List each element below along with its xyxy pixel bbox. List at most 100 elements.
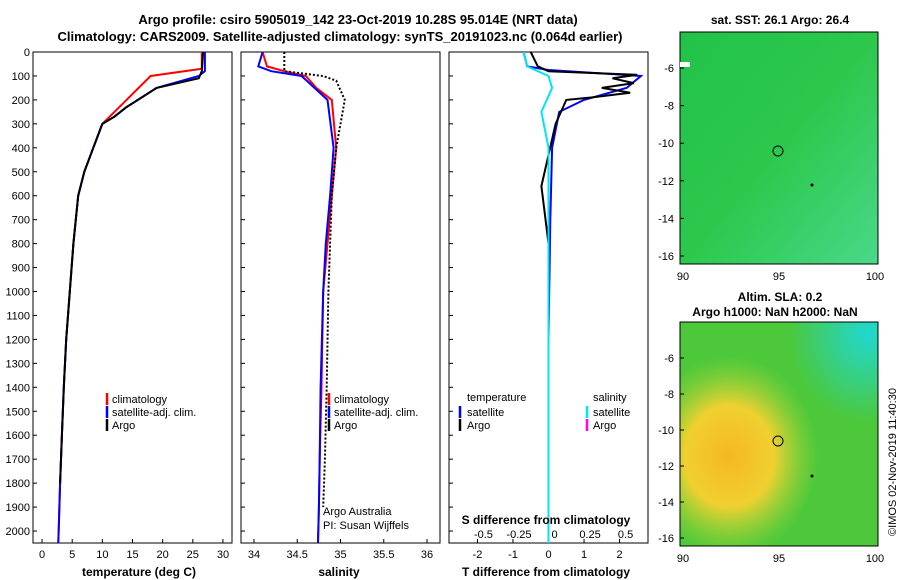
depth-tick-label: 500 [12, 167, 30, 179]
x-tick-label: 35 [334, 549, 346, 561]
depth-tick-label: 1800 [6, 478, 30, 490]
sdiff-tick-label: -0.25 [506, 529, 531, 541]
sdiff-tick-label: 0.25 [579, 529, 600, 541]
footer-timestamp: ©IMOS 02-Nov-2019 11:40:30 [887, 388, 899, 536]
sla-map-title1: Altim. SLA: 0.2 [738, 290, 823, 304]
series-satellite-adj-clim- [57, 52, 206, 544]
series-climatology [261, 51, 338, 544]
legend-argo: Argo [112, 420, 135, 432]
depth-tick-label: 1500 [6, 406, 30, 418]
map-y-tick-label: -16 [658, 533, 674, 545]
map-y-tick-label: -6 [664, 63, 674, 75]
map-y-tick-label: -10 [658, 425, 674, 437]
salinity-panel [240, 51, 441, 544]
header-line2: Climatology: CARS2009. Satellite-adjuste… [58, 29, 623, 44]
credit-line1: Argo Australia [323, 506, 392, 518]
x-tick-label: 34.5 [287, 549, 308, 561]
sst-map-axes: 90 95 100 -6 -8 -10 -12 -14 -16 [658, 63, 884, 283]
salinity-xlabel: salinity [318, 565, 360, 579]
credit-line2: PI: Susan Wijffels [323, 520, 409, 532]
sal-legend-climatology: climatology [334, 394, 390, 406]
sst-map [679, 31, 879, 265]
depth-tick-label: 800 [12, 239, 30, 251]
map-x-tick-label: 95 [773, 271, 785, 283]
difference-plot: -2 -1 0 1 2 -0.5 -0.25 0 0.25 0.5 [473, 51, 644, 561]
series-salinity-satellite [522, 51, 554, 543]
depth-axis: 0 100 200 300 400 500 600 700 800 900 1000 1100 1200… [6, 47, 453, 538]
map-y-tick-label: -12 [658, 461, 674, 473]
temperature-xlabel: temperature (deg C) [82, 565, 196, 579]
map-x-tick-label: 100 [866, 553, 884, 565]
sal-legend-argo: Argo [334, 420, 357, 432]
depth-tick-label: 900 [12, 263, 30, 275]
map-y-tick-label: -14 [658, 497, 674, 509]
sdiff-tick-label: -0.5 [474, 529, 493, 541]
depth-tick-label: 1600 [6, 430, 30, 442]
x-tick-label: 36 [421, 549, 433, 561]
sst-map-title: sat. SST: 26.1 Argo: 26.4 [711, 13, 850, 27]
sst-argo-location-marker [772, 145, 784, 157]
map-x-tick-label: 90 [677, 271, 689, 283]
x-tick-label: 0 [545, 549, 551, 561]
header-line1: Argo profile: csiro 5905019_142 23-Oct-2… [138, 12, 577, 27]
x-tick-label: -1 [508, 549, 518, 561]
temperature-legend: climatology satellite-adj. clim. Argo [105, 393, 196, 432]
series-temperature-satellite [522, 51, 644, 543]
diff-legend-s-argo: Argo [593, 420, 616, 432]
depth-tick-label: 700 [12, 215, 30, 227]
sst-island-marker [810, 183, 814, 187]
map-y-tick-label: -8 [664, 101, 674, 113]
x-tick-label: 1 [581, 549, 587, 561]
x-tick-label: 15 [126, 549, 138, 561]
depth-tick-label: 1100 [6, 310, 30, 322]
x-tick-label: -2 [473, 549, 483, 561]
map-y-tick-label: -6 [664, 353, 674, 365]
map-x-tick-label: 90 [677, 553, 689, 565]
sla-island-marker [810, 474, 814, 478]
diff-legend-temperature: temperature [467, 392, 526, 404]
map-y-tick-label: -14 [658, 213, 674, 225]
depth-tick-label: 1000 [6, 287, 30, 299]
series-climatology [57, 52, 203, 544]
x-tick-label: 35.5 [373, 549, 394, 561]
series-argo [59, 51, 205, 484]
map-y-tick-label: -8 [664, 389, 674, 401]
depth-tick-label: 1700 [6, 454, 30, 466]
depth-tick-label: 600 [12, 191, 30, 203]
x-tick-label: 25 [187, 549, 199, 561]
x-tick-label: 0 [39, 549, 45, 561]
diff-legend-s-satellite: satellite [593, 407, 630, 419]
temperature-plot: 0 5 10 15 20 25 30 [39, 51, 229, 561]
sla-argo-location-marker [772, 435, 784, 447]
depth-tick-label: 1200 [6, 334, 30, 346]
salinity-plot: 34 34.5 35 35.5 36 [248, 51, 433, 561]
depth-tick-label: 100 [12, 71, 30, 83]
sal-legend-satellite: satellite-adj. clim. [334, 407, 418, 419]
difference-xlabel: T difference from climatology [462, 565, 630, 579]
map-x-tick-label: 95 [773, 553, 785, 565]
sla-map-low [679, 321, 879, 547]
depth-tick-label: 1400 [6, 382, 30, 394]
x-tick-label: 34 [248, 549, 260, 561]
map-y-tick-label: -12 [658, 176, 674, 188]
x-tick-label: 10 [96, 549, 108, 561]
diff-legend-t-argo: Argo [467, 420, 490, 432]
series-temperature-argo [529, 51, 638, 484]
depth-tick-label: 1300 [6, 358, 30, 370]
temperature-panel [32, 51, 233, 544]
depth-tick-label: 2000 [6, 526, 30, 538]
difference-legend: temperature salinity satellite Argo sate… [458, 392, 630, 432]
sla-map-axes: 90 95 100 -6 -8 -10 -12 -14 -16 [658, 353, 884, 565]
legend-climatology: climatology [112, 394, 168, 406]
depth-tick-label: 200 [12, 95, 30, 107]
series-argo [283, 52, 346, 508]
depth-tick-label: 300 [12, 119, 30, 131]
map-y-tick-label: -16 [658, 251, 674, 263]
sdiff-tick-label: 0.5 [618, 529, 633, 541]
depth-tick-label: 1900 [6, 502, 30, 514]
x-tick-label: 5 [69, 549, 75, 561]
diff-legend-t-satellite: satellite [467, 407, 504, 419]
map-y-tick-label: -10 [658, 138, 674, 150]
diff-legend-salinity: salinity [593, 392, 627, 404]
